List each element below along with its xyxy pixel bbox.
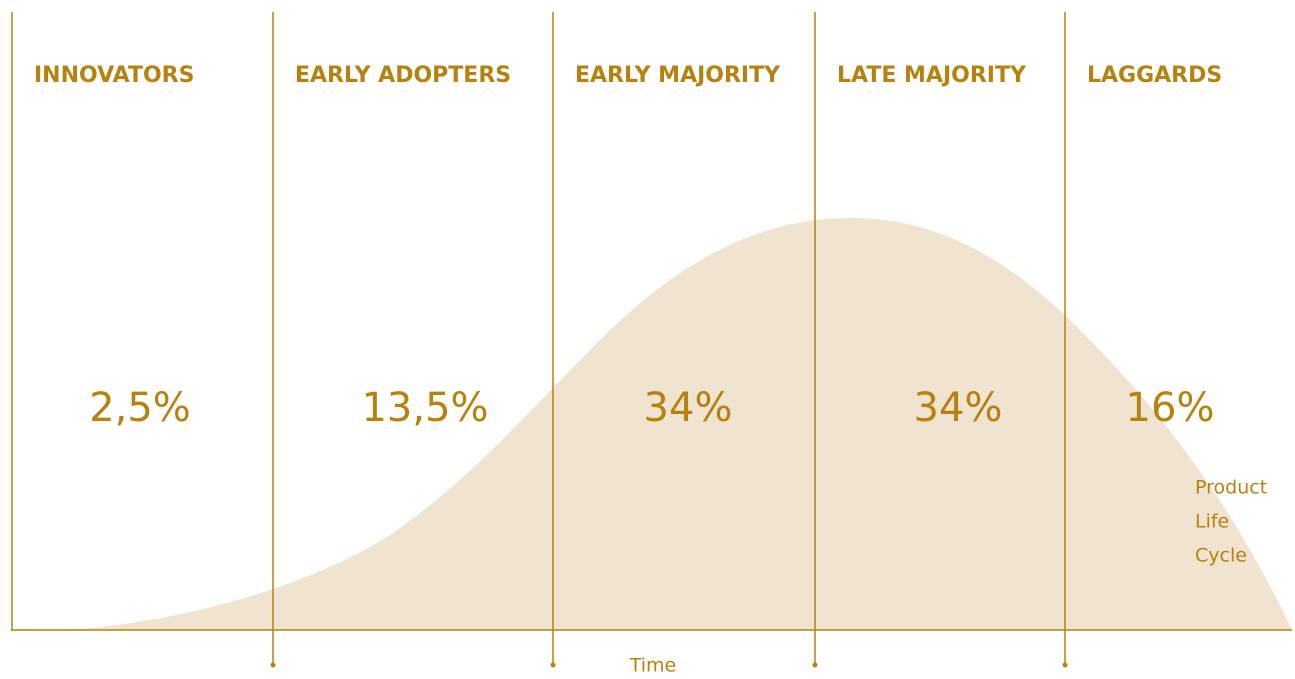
segment-label: LAGGARDS [1087,63,1222,88]
divider-dot [812,662,818,668]
segment-share: 16% [1126,385,1215,431]
segment-share: 13,5% [361,385,488,431]
curve-label: Life [1195,511,1229,533]
curve-label: Product [1195,477,1267,499]
axis-label: Time [629,655,677,677]
segment-share: 34% [914,385,1003,431]
divider-dot [550,662,556,668]
segment-label: EARLY ADOPTERS [295,63,511,88]
segment-share: 2,5% [89,385,191,431]
segment-label: INNOVATORS [34,63,194,88]
curve-label: Cycle [1195,545,1247,567]
segment-share: 34% [644,385,733,431]
adoption-curve [70,218,1292,630]
divider-dot [1062,662,1068,668]
segment-label: EARLY MAJORITY [575,63,781,88]
divider-dot [270,662,276,668]
segment-label: LATE MAJORITY [837,63,1027,88]
